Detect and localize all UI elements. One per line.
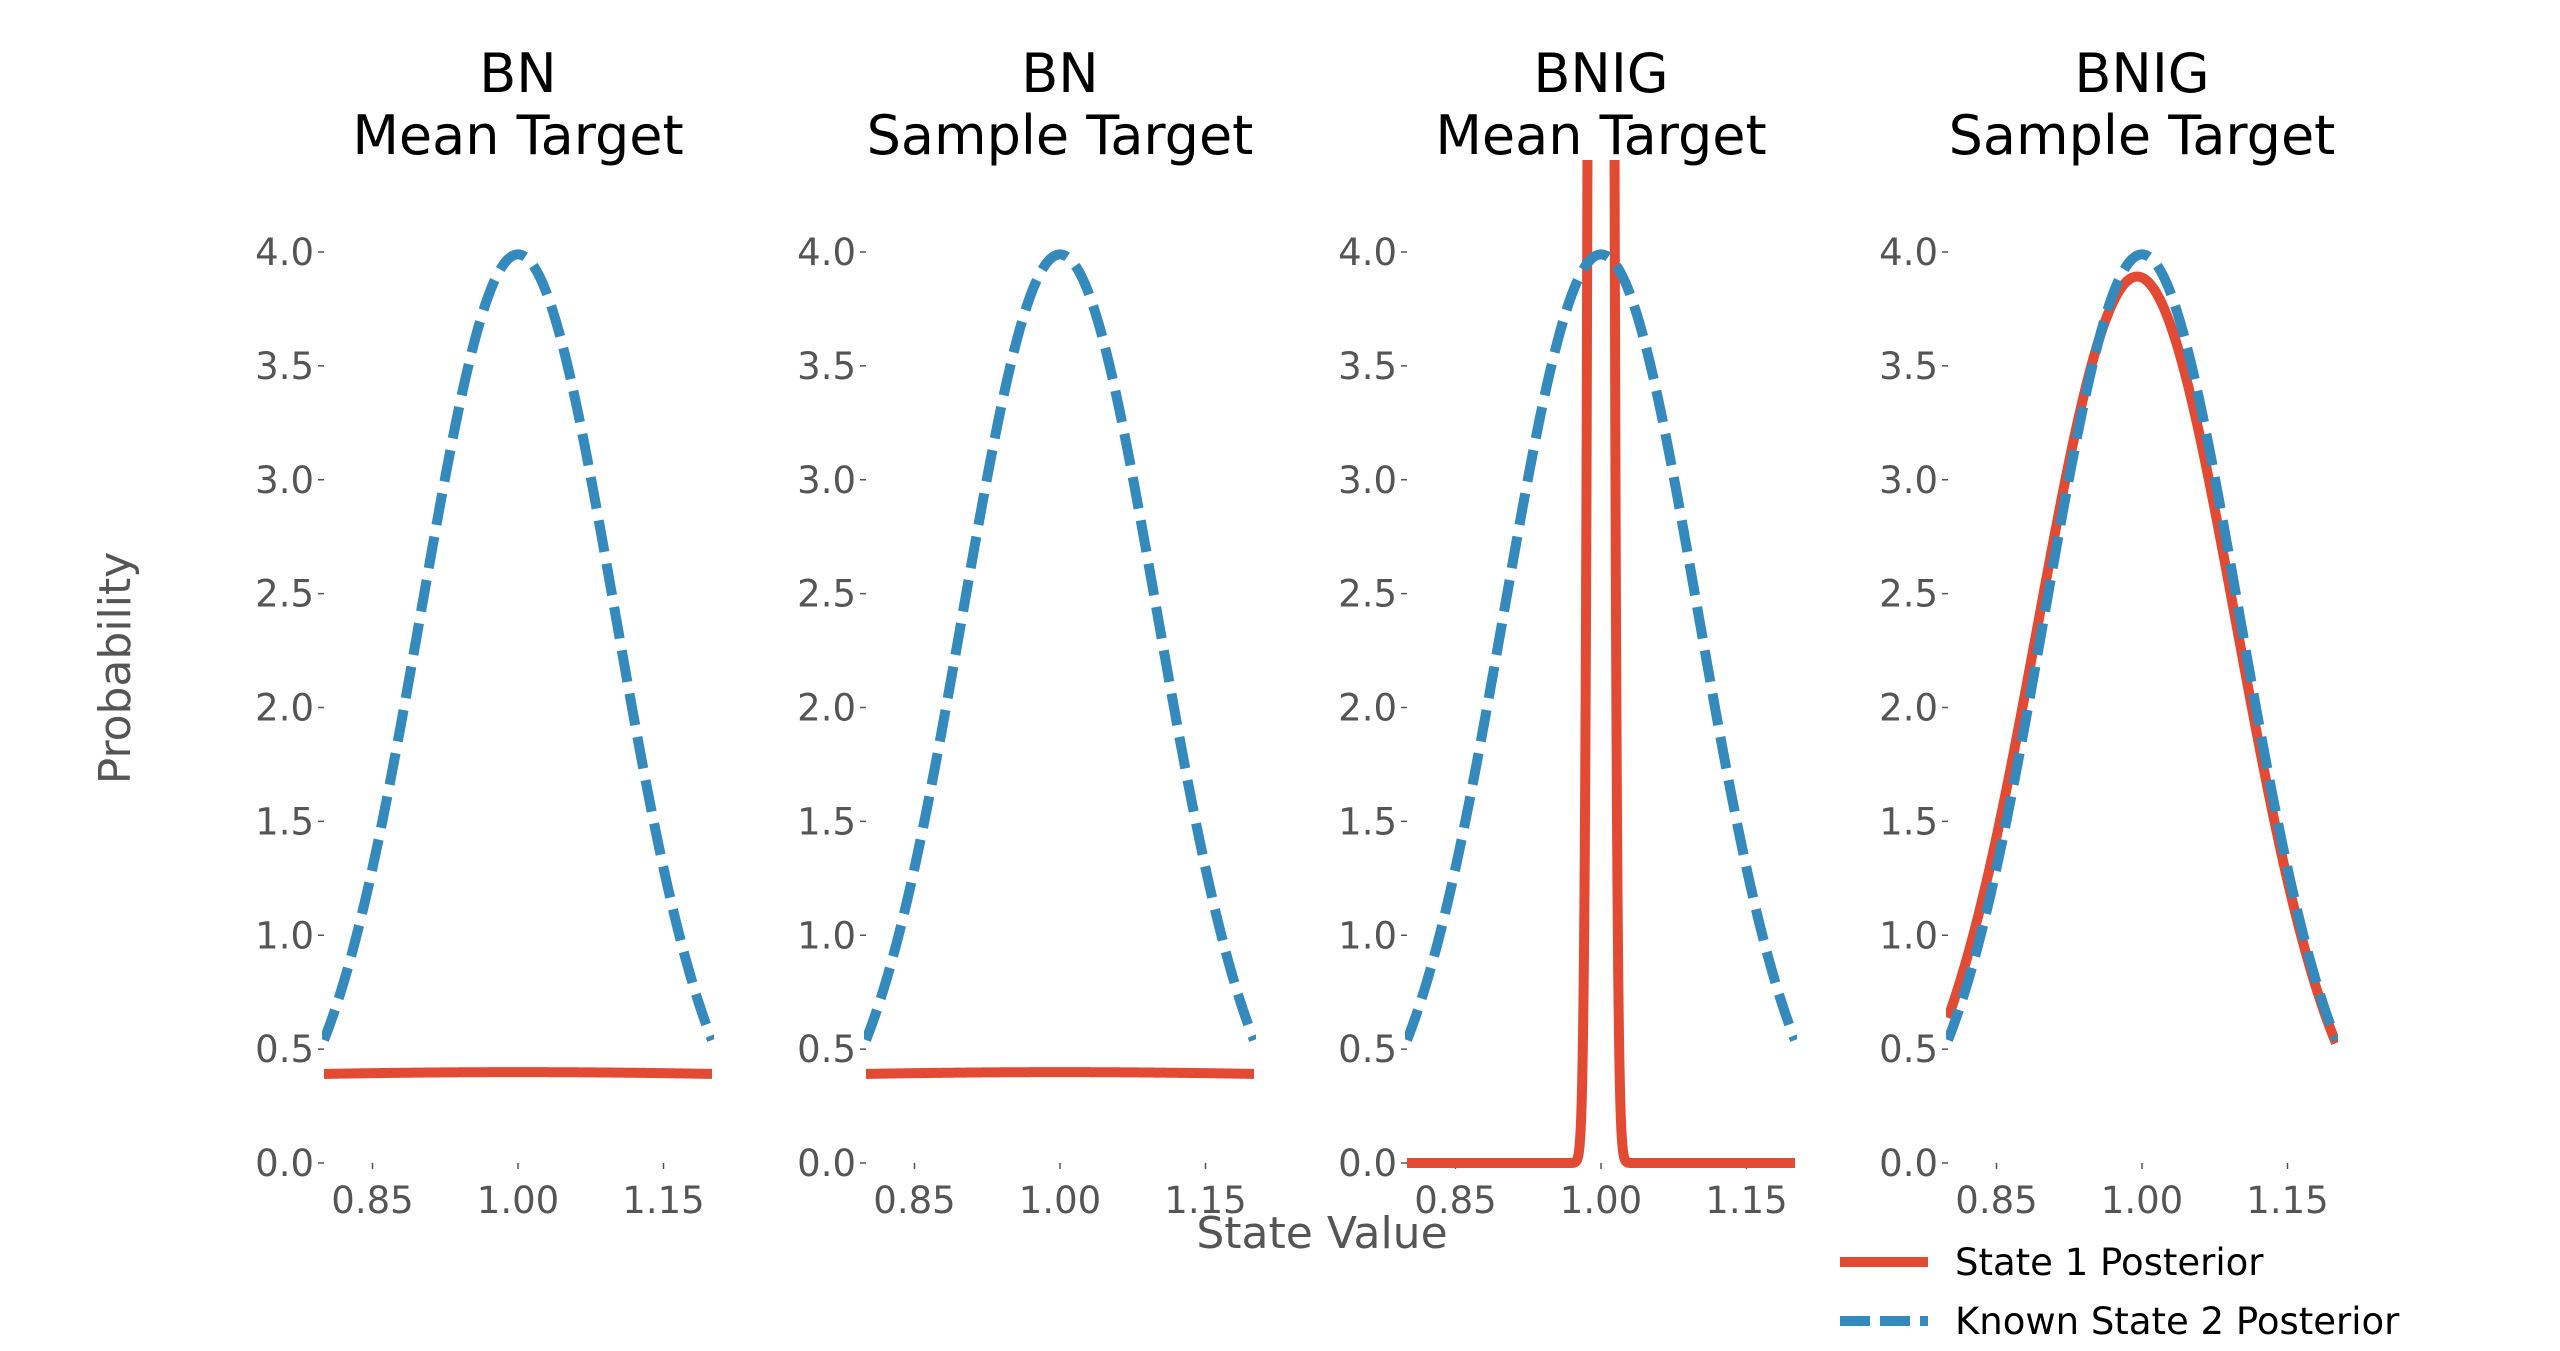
- series-line-state1-posterior: [322, 1067, 714, 1079]
- y-tick-label: 0.0: [1879, 1142, 1938, 1185]
- y-tick-label: 2.5: [797, 573, 856, 616]
- panel-title-line1: BNIG: [1533, 42, 1668, 105]
- series-line-known-state2-posterior: [1946, 249, 2338, 1045]
- x-tick-label: 1.15: [1164, 1179, 1246, 1222]
- y-tick-label: 3.5: [255, 345, 314, 388]
- panel-title-line1: BN: [1021, 42, 1098, 105]
- x-tick-label: 0.85: [331, 1179, 413, 1222]
- x-tick-label: 0.85: [873, 1179, 955, 1222]
- y-tick-label: 4.0: [797, 231, 856, 274]
- panel-title-line1: BN: [479, 42, 556, 105]
- y-tick-label: 1.0: [797, 914, 856, 957]
- legend-label-state1: State 1 Posterior: [1955, 1241, 2264, 1284]
- y-tick-label: 0.0: [1338, 1142, 1397, 1185]
- panel-title-line2: Mean Target: [1435, 104, 1766, 167]
- y-tick-label: 2.0: [1338, 687, 1397, 730]
- y-tick-label: 4.0: [1879, 231, 1938, 274]
- y-tick-label: 1.5: [255, 800, 314, 843]
- y-tick-label: 0.0: [255, 1142, 314, 1185]
- y-tick-label: 3.0: [1879, 459, 1938, 502]
- y-tick-label: 2.0: [1879, 687, 1938, 730]
- y-tick-label: 3.5: [797, 345, 856, 388]
- x-tick-label: 1.00: [1560, 1179, 1642, 1222]
- y-tick-label: 1.0: [1879, 914, 1938, 957]
- panel-title-line2: Sample Target: [1949, 104, 2336, 167]
- legend: State 1 Posterior Known State 2 Posterio…: [1840, 1241, 2400, 1343]
- y-tick-label: 3.0: [797, 459, 856, 502]
- x-tick-label: 0.85: [1414, 1179, 1496, 1222]
- series-line-state1-posterior: [864, 1067, 1256, 1079]
- y-tick-label: 1.0: [255, 914, 314, 957]
- x-axis-label: State Value: [1196, 1208, 1447, 1259]
- x-tick-label: 1.00: [2101, 1179, 2183, 1222]
- y-tick-label: 3.5: [1879, 345, 1938, 388]
- y-tick-label: 2.5: [1879, 573, 1938, 616]
- y-axis-label: Probability: [90, 552, 141, 785]
- y-tick-label: 4.0: [255, 231, 314, 274]
- y-tick-label: 2.5: [1338, 573, 1397, 616]
- series-line-known-state2-posterior: [322, 249, 714, 1045]
- x-tick-label: 0.85: [1955, 1179, 2037, 1222]
- y-tick-label: 1.0: [1338, 914, 1397, 957]
- x-tick-label: 1.00: [1019, 1179, 1101, 1222]
- y-tick-label: 2.5: [255, 573, 314, 616]
- x-tick-label: 1.00: [477, 1179, 559, 1222]
- y-tick-label: 4.0: [1338, 231, 1397, 274]
- y-tick-label: 0.5: [255, 1028, 314, 1071]
- panel-title-line1: BNIG: [2074, 42, 2209, 105]
- y-tick-label: 1.5: [797, 800, 856, 843]
- x-tick-label: 1.15: [622, 1179, 704, 1222]
- y-tick-label: 3.0: [255, 459, 314, 502]
- x-tick-label: 1.15: [1705, 1179, 1787, 1222]
- y-tick-label: 0.0: [797, 1142, 856, 1185]
- panel-title-line2: Sample Target: [867, 104, 1254, 167]
- y-tick-label: 0.5: [1879, 1028, 1938, 1071]
- x-tick-label: 1.15: [2246, 1179, 2328, 1222]
- y-tick-label: 2.0: [255, 687, 314, 730]
- y-tick-label: 2.0: [797, 687, 856, 730]
- y-tick-label: 1.5: [1338, 800, 1397, 843]
- y-tick-label: 3.0: [1338, 459, 1397, 502]
- series-line-known-state2-posterior: [1405, 249, 1797, 1045]
- legend-label-state2: Known State 2 Posterior: [1955, 1300, 2400, 1343]
- panel-title-line2: Mean Target: [352, 104, 683, 167]
- series-line-state1-posterior: [1405, 160, 1797, 1168]
- series-line-state1-posterior: [1946, 271, 2338, 1048]
- y-tick-label: 3.5: [1338, 345, 1397, 388]
- series-line-known-state2-posterior: [864, 249, 1256, 1045]
- y-tick-label: 1.5: [1879, 800, 1938, 843]
- y-tick-label: 0.5: [1338, 1028, 1397, 1071]
- y-tick-label: 0.5: [797, 1028, 856, 1071]
